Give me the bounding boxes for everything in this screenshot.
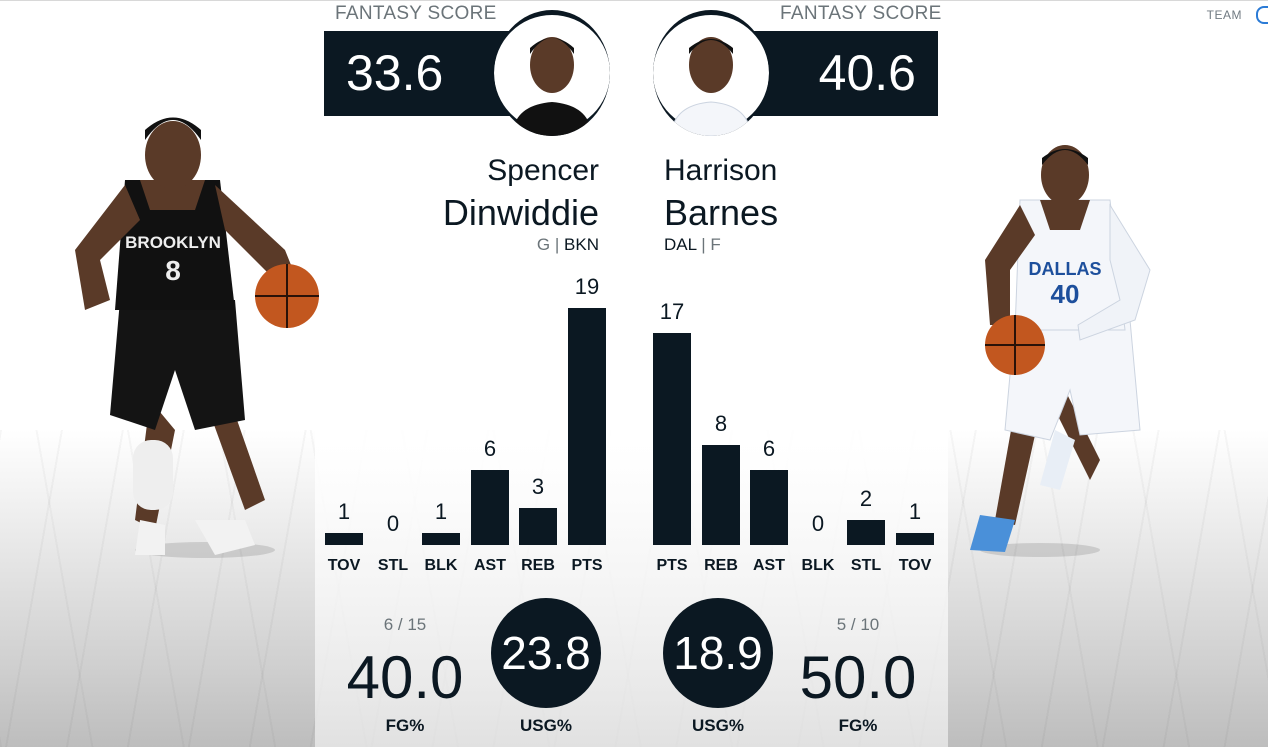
left-usg-value: 23.8	[501, 627, 591, 679]
left-bar-tov	[325, 533, 363, 545]
left-bar-ast	[471, 470, 509, 545]
left-bar-label-tov: TOV	[327, 557, 361, 574]
right-bar-value-pts: 17	[659, 299, 685, 324]
left-first-name: Spencer	[487, 154, 599, 187]
left-bar-label-stl: STL	[377, 557, 409, 574]
left-meta-separator: |	[554, 235, 560, 254]
left-fantasy-label: FANTASY SCORE	[335, 3, 497, 24]
right-headshot-avatar-icon	[653, 15, 769, 136]
left-last-name: Dinwiddie	[442, 192, 599, 233]
right-bar-value-tov: 1	[908, 499, 922, 524]
left-headshot	[494, 10, 610, 136]
left-bar-label-pts: PTS	[571, 557, 603, 574]
left-team: BKN	[564, 235, 599, 254]
right-bar-value-ast: 6	[762, 436, 776, 461]
left-bar-reb	[519, 508, 557, 545]
left-usg-label: USG%	[520, 716, 572, 735]
left-bar-value-tov: 1	[337, 499, 351, 524]
right-meta-separator: |	[701, 235, 706, 254]
right-team: DAL	[664, 235, 697, 254]
left-bar-value-stl: 0	[386, 511, 400, 536]
left-headshot-avatar-icon	[494, 15, 610, 136]
right-bar-label-reb: REB	[704, 557, 738, 574]
right-jersey-number: 40	[1051, 279, 1080, 309]
left-bar-blk	[422, 533, 460, 545]
left-usg-circle: 23.8	[491, 598, 601, 708]
right-jersey-text: DALLAS	[1029, 259, 1102, 279]
right-bar-label-tov: TOV	[898, 557, 932, 574]
right-headshot	[653, 10, 769, 136]
left-bar-label-reb: REB	[521, 557, 555, 574]
left-bar-value-pts: 19	[574, 274, 600, 299]
right-fg-label: FG%	[838, 716, 878, 735]
left-position: G	[536, 235, 551, 254]
team-link[interactable]: TEAM	[1206, 8, 1242, 22]
right-bar-reb	[702, 445, 740, 545]
left-bar-label-blk: BLK	[424, 557, 458, 574]
left-bar-label-ast: AST	[474, 557, 506, 574]
team-nav-icon[interactable]	[1256, 6, 1268, 24]
right-bar-stl	[847, 520, 885, 545]
top-divider	[0, 0, 1268, 1]
left-jersey-text: BROOKLYN	[125, 233, 221, 252]
left-fantasy-score: 33.6	[346, 45, 444, 101]
left-player-photo: BROOKLYN 8	[75, 117, 319, 558]
right-bar-value-reb: 8	[714, 411, 728, 436]
right-position: F	[710, 235, 721, 254]
right-fg-attempts: 5 / 10	[836, 615, 880, 634]
right-player-photo: DALLAS 40	[970, 145, 1151, 557]
left-jersey-number: 8	[165, 255, 181, 286]
right-bar-pts	[653, 333, 691, 545]
comparison-panel	[315, 0, 948, 747]
right-last-name: Barnes	[664, 192, 779, 233]
left-bar-pts	[568, 308, 606, 545]
left-fg-attempts: 6 / 15	[383, 615, 427, 634]
right-bar-ast	[750, 470, 788, 545]
left-bar-value-blk: 1	[434, 499, 448, 524]
right-fantasy-score: 40.6	[818, 45, 916, 101]
right-usg-circle: 18.9	[663, 598, 773, 708]
right-fg-pct: 50.0	[799, 644, 917, 711]
right-bar-label-blk: BLK	[801, 557, 835, 574]
right-fantasy-label: FANTASY SCORE	[780, 3, 942, 24]
right-bar-label-pts: PTS	[656, 557, 688, 574]
right-bar-label-ast: AST	[753, 557, 785, 574]
left-fg-pct: 40.0	[346, 644, 464, 711]
left-fg-label: FG%	[385, 716, 425, 735]
right-bar-label-stl: STL	[850, 557, 882, 574]
right-bar-value-blk: 0	[811, 511, 825, 536]
left-bar-value-ast: 6	[483, 436, 497, 461]
right-bar-tov	[896, 533, 934, 545]
left-player-meta: G | BKN	[537, 235, 599, 255]
right-usg-label: USG%	[692, 716, 744, 735]
right-player-meta: DAL | F	[664, 235, 721, 255]
right-first-name: Harrison	[664, 154, 778, 187]
right-bar-value-stl: 2	[859, 486, 873, 511]
right-usg-value: 18.9	[673, 627, 763, 679]
left-bar-value-reb: 3	[531, 474, 545, 499]
